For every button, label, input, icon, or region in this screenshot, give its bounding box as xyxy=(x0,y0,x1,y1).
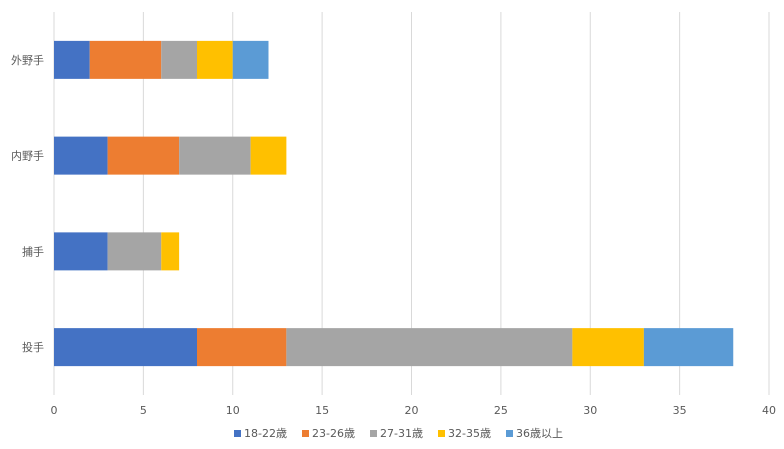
x-axis-tick-labels: 0 5 10 15 20 25 30 35 40 xyxy=(51,404,777,417)
x-tick-label: 5 xyxy=(140,404,147,417)
y-category-label: 外野手 xyxy=(11,53,44,67)
bar-segment xyxy=(54,328,197,367)
x-tick-label: 20 xyxy=(405,404,419,417)
legend-label: 18-22歳 xyxy=(244,427,287,440)
bar-segment xyxy=(197,328,287,367)
y-category-label: 内野手 xyxy=(11,149,44,163)
bar-segment xyxy=(232,40,269,79)
bar-segment xyxy=(54,136,108,175)
bar-segment xyxy=(54,40,90,79)
legend-swatch xyxy=(438,430,445,437)
y-category-label: 捕手 xyxy=(22,244,44,258)
bar-segment xyxy=(54,232,108,271)
bars xyxy=(54,40,734,367)
legend: 18-22歳 23-26歳 27-31歳 32-35歳 36歳以上 xyxy=(234,427,563,440)
bar-segment xyxy=(89,40,162,79)
bar-segment xyxy=(107,232,162,271)
bar-segment xyxy=(197,40,233,79)
x-tick-label: 10 xyxy=(226,404,240,417)
legend-label: 36歳以上 xyxy=(516,427,563,440)
x-tick-label: 40 xyxy=(762,404,776,417)
bar-segment xyxy=(286,328,573,367)
x-tick-label: 25 xyxy=(494,404,508,417)
bar-segment xyxy=(643,328,734,367)
legend-swatch xyxy=(234,430,241,437)
y-axis-category-labels: 投手 捕手 内野手 外野手 xyxy=(11,53,44,354)
x-tick-label: 35 xyxy=(673,404,687,417)
bar-segment xyxy=(572,328,644,367)
bar-segment xyxy=(161,232,180,271)
bar-segment xyxy=(250,136,287,175)
bar-segment xyxy=(179,136,251,175)
legend-swatch xyxy=(370,430,377,437)
legend-label: 27-31歳 xyxy=(380,427,423,440)
legend-swatch xyxy=(506,430,513,437)
legend-swatch xyxy=(302,430,309,437)
x-tick-label: 30 xyxy=(583,404,597,417)
legend-label: 32-35歳 xyxy=(448,427,491,440)
x-tick-label: 15 xyxy=(315,404,329,417)
y-category-label: 投手 xyxy=(22,340,44,354)
legend-label: 23-26歳 xyxy=(312,427,355,440)
x-tick-label: 0 xyxy=(51,404,58,417)
bar-segment xyxy=(161,40,197,79)
bar-segment xyxy=(107,136,180,175)
